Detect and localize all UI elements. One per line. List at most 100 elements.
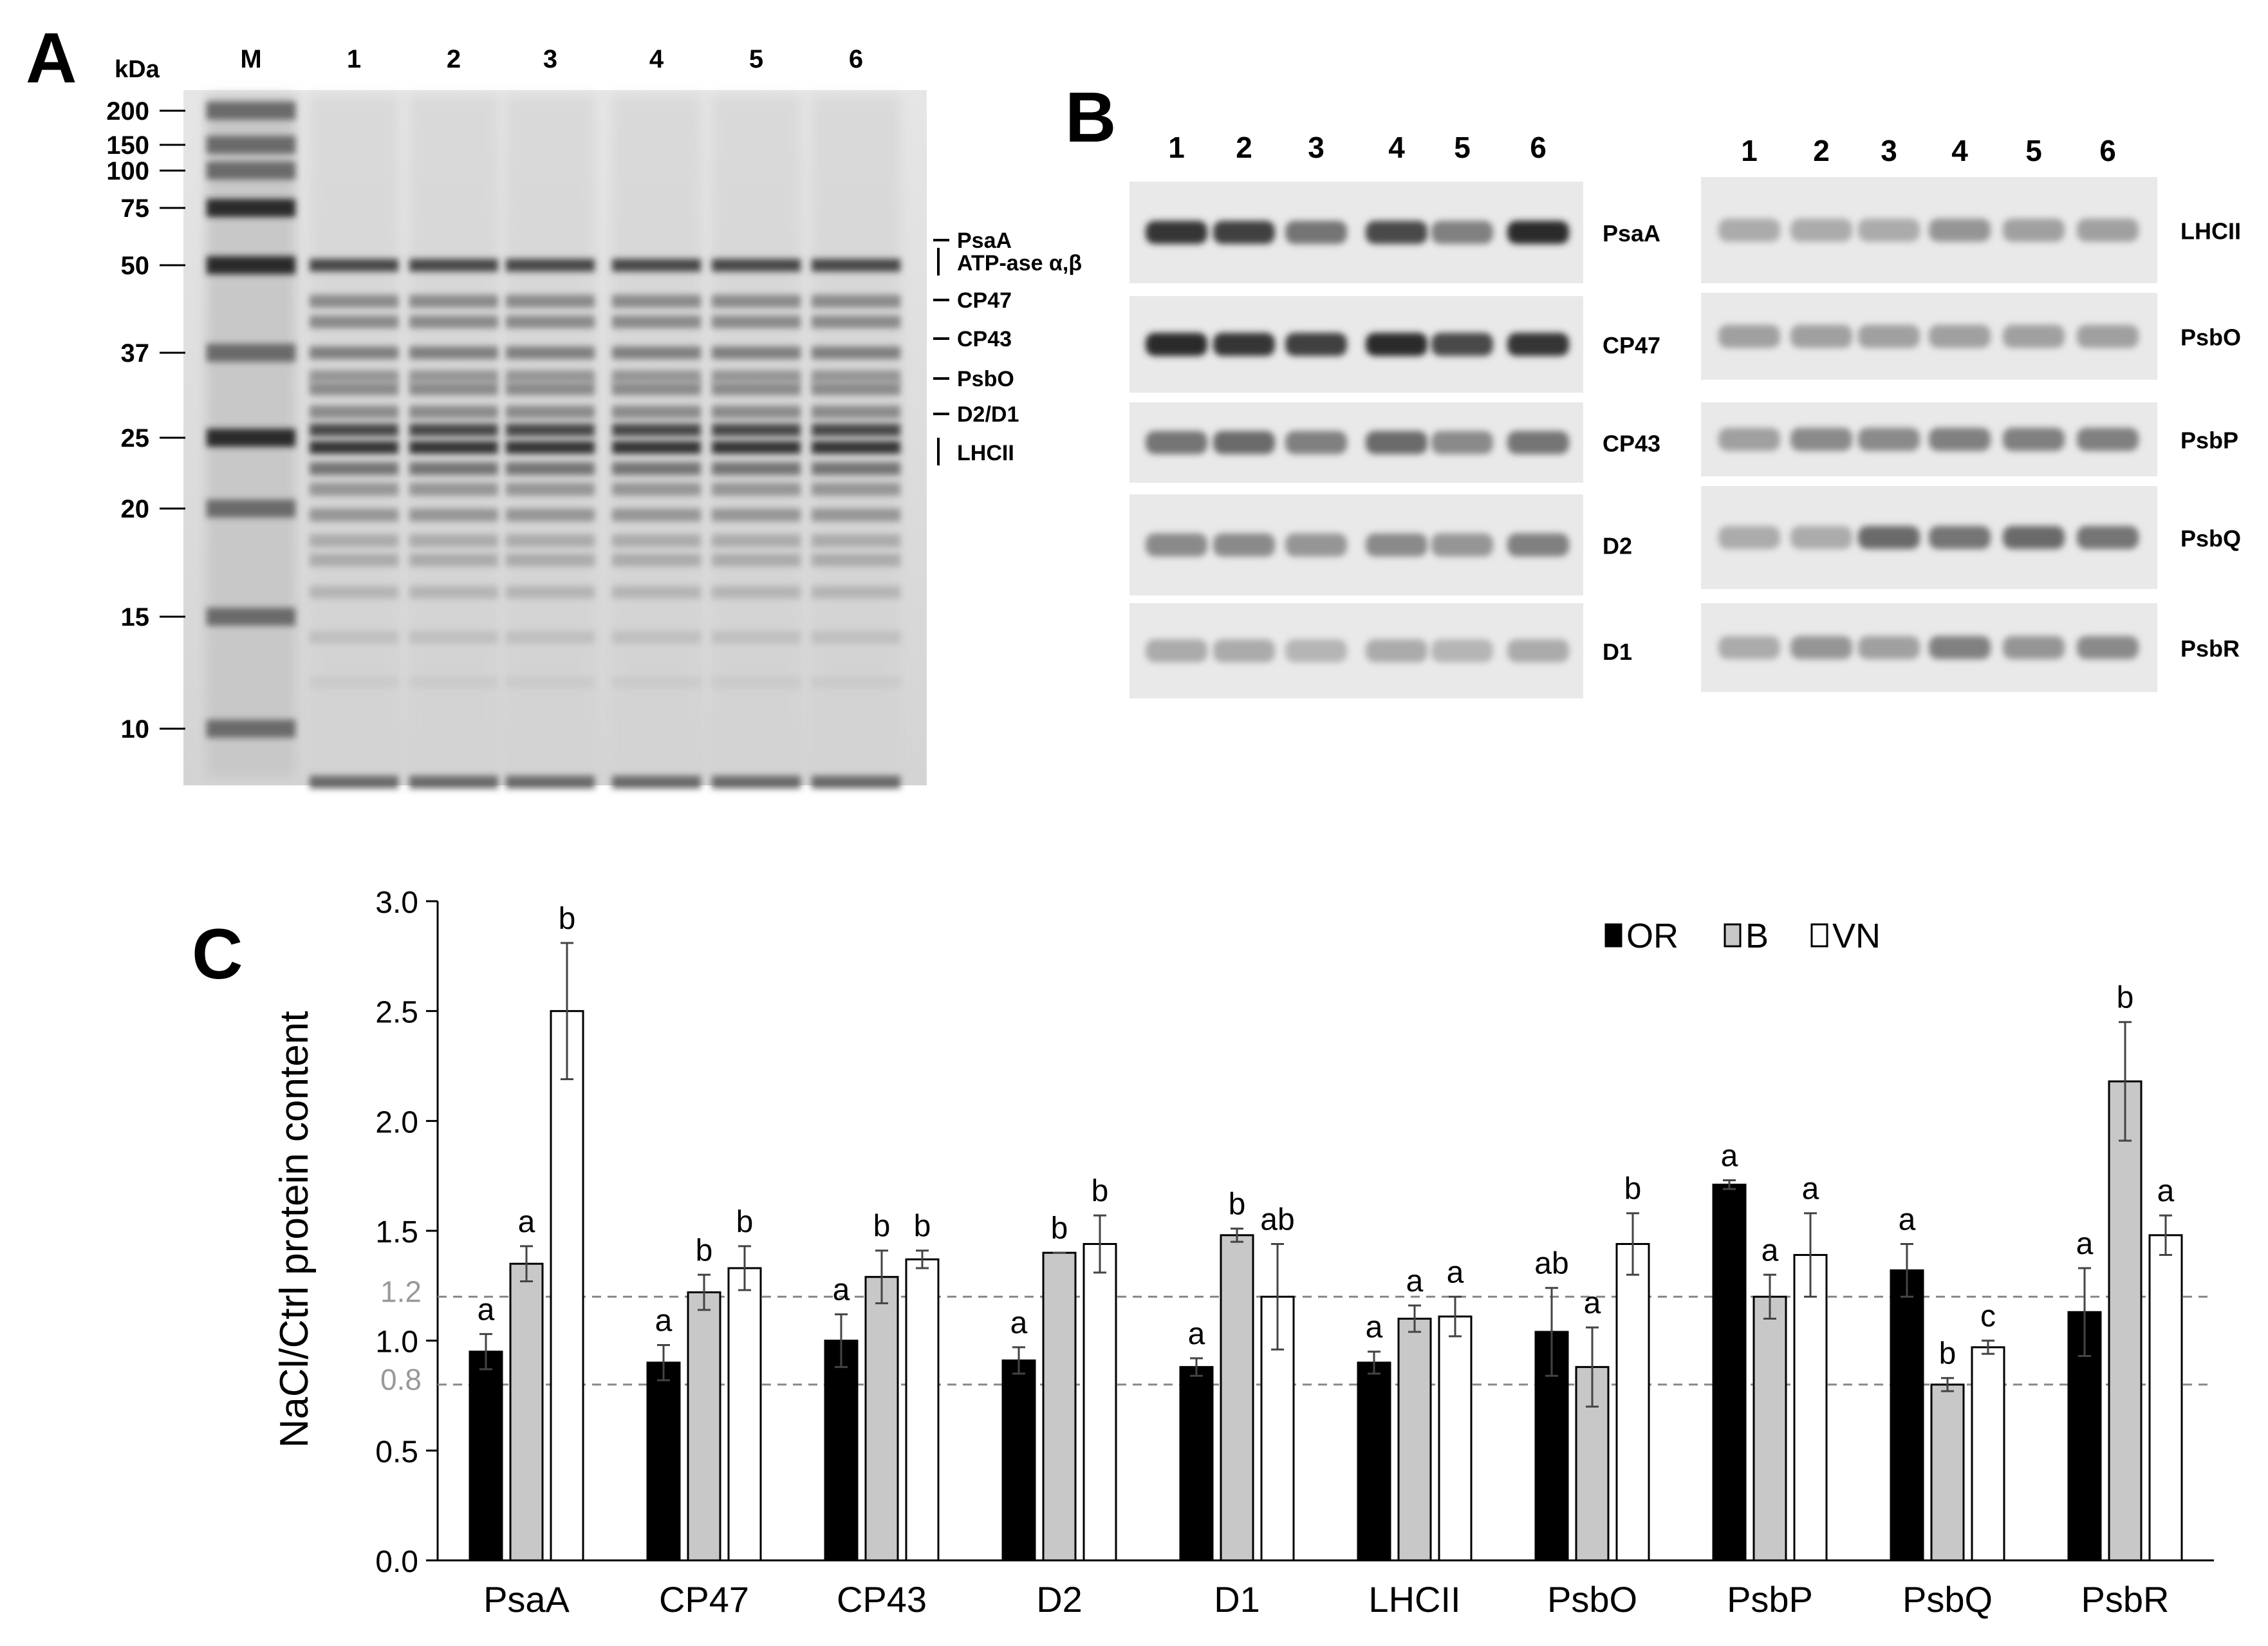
gel-protein-band — [612, 586, 701, 599]
blot-band — [1146, 639, 1207, 662]
gel-protein-band — [612, 406, 701, 418]
gel-protein-band — [812, 424, 900, 436]
marker-label: 10 — [121, 715, 150, 744]
blot-band — [1285, 221, 1347, 244]
marker-label: 37 — [121, 339, 150, 368]
gel-marker-band — [207, 720, 295, 738]
gel-protein-band — [612, 424, 701, 436]
gel-protein-band — [812, 382, 900, 395]
significance-letter: a — [1447, 1255, 1464, 1289]
y-tick-label: 0.0 — [375, 1545, 418, 1579]
significance-letter: b — [1092, 1174, 1109, 1208]
gel-protein-band — [612, 315, 701, 328]
gel-protein-band — [712, 259, 801, 272]
western-blots-left: PsaA CP47 CP43 D2 D1 — [1129, 182, 1660, 698]
gel-protein-band — [712, 382, 801, 395]
bar-b — [1220, 1234, 1254, 1562]
x-category-label: CP47 — [659, 1579, 749, 1620]
x-category-label: D2 — [1036, 1579, 1083, 1620]
gel-lane-label: 2 — [447, 45, 461, 73]
gel-protein-band — [310, 370, 398, 383]
gel-protein-band — [612, 346, 701, 359]
blot-band — [1507, 533, 1569, 557]
blot-protein-label: PsbP — [2180, 427, 2238, 454]
blot-band — [1285, 431, 1347, 454]
legend-swatch-or — [1604, 923, 1622, 948]
gel-protein-band — [812, 586, 900, 599]
gel-protein-band — [812, 776, 900, 789]
significance-letter: a — [518, 1205, 535, 1239]
significance-letter: a — [1584, 1286, 1601, 1320]
bar-b — [864, 1276, 899, 1562]
significance-letter: b — [1051, 1211, 1068, 1246]
reference-line-label: 0.8 — [380, 1363, 422, 1396]
y-axis-title: NaCl/Ctrl protein content — [272, 1011, 317, 1448]
blot-band — [1431, 431, 1493, 454]
gel-protein-band — [506, 462, 595, 475]
significance-letter: a — [833, 1273, 850, 1307]
blot-band — [1790, 324, 1852, 348]
significance-letter: b — [873, 1210, 891, 1244]
blot-protein-label: PsaA — [1603, 220, 1660, 247]
bar-vn — [2148, 1234, 2183, 1562]
significance-letter: b — [696, 1233, 713, 1267]
blot-band — [2003, 636, 2065, 659]
gel-protein-band — [409, 424, 498, 436]
gel-protein-band — [812, 370, 900, 383]
marker-label: 20 — [121, 495, 150, 523]
gel-protein-band — [812, 441, 900, 454]
blot-band — [2003, 526, 2065, 549]
gel-protein-band — [712, 424, 801, 436]
gel-lanes — [207, 95, 900, 789]
blot-band — [1285, 533, 1347, 557]
blot-lane-label: 4 — [1951, 134, 1968, 167]
blot-band — [1929, 324, 1991, 348]
bar-b — [1930, 1383, 1965, 1562]
gel-protein-band — [812, 462, 900, 475]
bar-vn — [1083, 1242, 1117, 1562]
gel-protein-band — [506, 534, 595, 547]
marker-label: 150 — [106, 131, 149, 160]
gel-protein-band — [812, 406, 900, 418]
blot-band — [1285, 639, 1347, 662]
band-label: CP43 — [957, 327, 1012, 351]
gel-protein-band — [409, 406, 498, 418]
bar-or — [646, 1361, 681, 1562]
significance-letter: a — [655, 1304, 673, 1338]
gel-marker-band — [207, 102, 295, 120]
significance-letter: a — [1188, 1317, 1205, 1351]
gel-lane-label: 3 — [543, 45, 557, 73]
y-tick-label: 1.0 — [375, 1325, 418, 1360]
marker-label: 15 — [121, 603, 150, 631]
gel-protein-band — [310, 586, 398, 599]
gel-protein-band — [612, 483, 701, 496]
gel-protein-band — [409, 509, 498, 521]
gel-protein-band — [712, 676, 801, 689]
gel-protein-band — [506, 382, 595, 395]
bar-or — [1357, 1361, 1391, 1562]
gel-protein-band — [612, 776, 701, 789]
blot-lane-label: 1 — [1741, 134, 1758, 167]
gel-marker-band — [207, 256, 295, 274]
significance-letter: a — [478, 1293, 495, 1327]
bar-vn — [1438, 1315, 1473, 1562]
blot-band — [1929, 526, 1991, 549]
gel-marker-band — [207, 344, 295, 362]
y-tick-label: 2.0 — [375, 1105, 418, 1139]
bar-vn — [727, 1267, 762, 1562]
x-category-label: LHCII — [1368, 1579, 1460, 1620]
blot-band — [2077, 324, 2139, 348]
blot-lane-label: 3 — [1308, 131, 1325, 164]
gel-protein-band — [310, 346, 398, 359]
gel-protein-band — [310, 462, 398, 475]
gel-protein-band — [506, 406, 595, 418]
gel-protein-band — [506, 776, 595, 789]
panel-a-label: A — [26, 19, 77, 98]
y-tick-label: 3.0 — [375, 886, 418, 920]
gel-protein-band — [409, 441, 498, 454]
band-label: D2/D1 — [957, 402, 1019, 427]
gel-protein-band — [506, 259, 595, 272]
gel-protein-band — [612, 295, 701, 308]
